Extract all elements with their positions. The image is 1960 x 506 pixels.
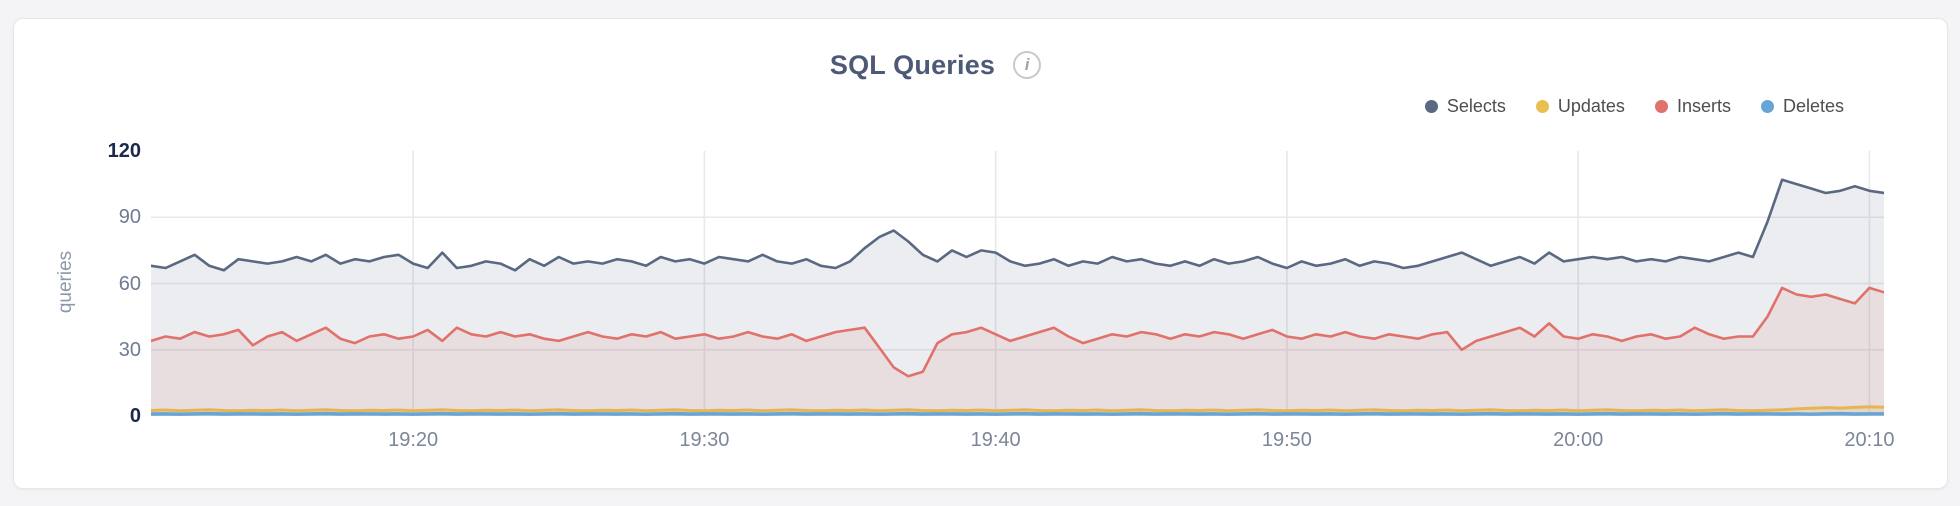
y-tick-label: 0	[129, 405, 141, 427]
chart-title: SQL Queries	[829, 49, 996, 80]
y-tick-label: 90	[118, 206, 141, 229]
series-area-inserts	[151, 287, 1884, 416]
y-tick-label: 60	[118, 272, 141, 295]
series-line-selects	[151, 178, 1884, 272]
plot-svg[interactable]	[151, 151, 1884, 416]
x-tick-label: 20:10	[1844, 429, 1895, 451]
legend-item-deletes[interactable]: Deletes	[1760, 95, 1844, 117]
legend-label-selects: Selects	[1446, 95, 1506, 116]
x-tick-label: 19:20	[388, 429, 439, 451]
legend: Selects Updates Inserts Deletes	[1424, 95, 1844, 117]
series-line-updates	[151, 405, 1884, 413]
legend-item-updates[interactable]: Updates	[1535, 95, 1625, 117]
x-tick-label: 19:30	[679, 429, 730, 451]
x-tick-label: 19:40	[970, 429, 1021, 451]
series-line-inserts	[151, 286, 1884, 378]
legend-item-selects[interactable]: Selects	[1424, 95, 1506, 117]
x-tick-label: 19:50	[1261, 429, 1312, 451]
legend-dot-icon-updates	[1535, 99, 1549, 113]
legend-label-deletes: Deletes	[1782, 95, 1844, 116]
x-tick-label: 20:00	[1553, 429, 1604, 451]
chart-header: SQL Queries i	[14, 47, 1857, 83]
info-icon-glyph: i	[1024, 55, 1030, 74]
legend-label-inserts: Inserts	[1676, 95, 1731, 116]
series-area-selects	[151, 179, 1884, 416]
legend-item-inserts[interactable]: Inserts	[1654, 95, 1731, 117]
y-tick-label: 120	[107, 140, 141, 162]
info-icon[interactable]: i	[1013, 51, 1042, 79]
legend-dot-icon-inserts	[1654, 99, 1668, 113]
legend-dot-icon-selects	[1424, 99, 1438, 113]
y-tick-label: 30	[118, 338, 141, 361]
chart-card: SQL Queries i Selects Updates Inserts Delet…	[13, 18, 1948, 489]
series-line-deletes	[151, 411, 1884, 416]
legend-dot-icon-deletes	[1760, 99, 1774, 113]
legend-label-updates: Updates	[1557, 95, 1625, 116]
